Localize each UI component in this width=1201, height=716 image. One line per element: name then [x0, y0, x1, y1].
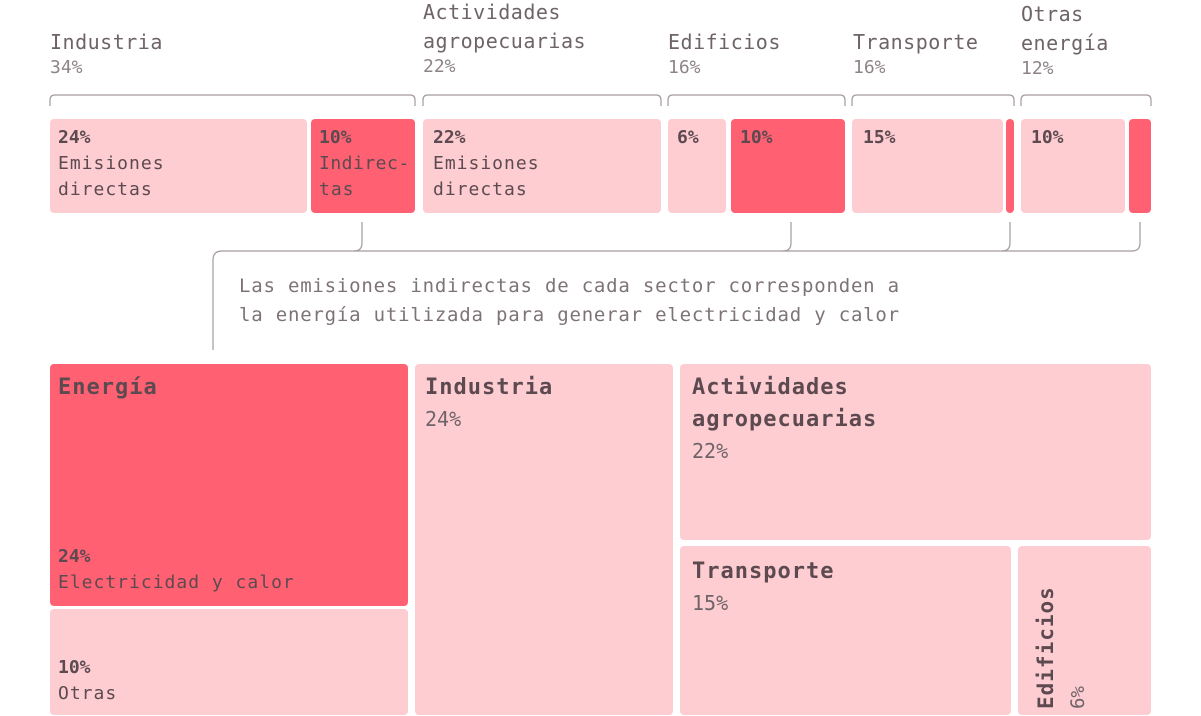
value-label: 24% — [58, 127, 91, 148]
segment-label-line1: Emisiones — [58, 153, 165, 174]
connector-transporte — [1001, 222, 1011, 252]
bracket-otras — [1020, 94, 1152, 106]
treemap-energia-electricidad: Energía 24% Electricidad y calor — [50, 364, 408, 606]
treemap-title-rotated: Edificios — [1034, 586, 1058, 709]
bar-transporte-direct: 15% — [852, 119, 1003, 213]
bar-industria-indirect: 10% Indirec- tas — [311, 119, 415, 213]
electricidad-group: 24% Electricidad y calor — [58, 544, 295, 596]
value-label: 10% — [319, 127, 352, 148]
otras-group: 10% Otras — [58, 655, 117, 707]
treemap-energia-otras: 10% Otras — [50, 609, 408, 715]
sector-name: Industria — [50, 30, 163, 54]
sector-name-line2: energía — [1021, 31, 1109, 55]
bracket-transporte — [851, 94, 1015, 106]
connector-industria — [353, 222, 363, 252]
sector-name-line1: Actividades — [423, 0, 561, 24]
value-label: 10% — [1031, 127, 1064, 148]
treemap-agro: Actividades agropecuarias 22% — [680, 364, 1151, 540]
treemap-title: Transporte — [692, 559, 835, 584]
bar-industria-direct: 24% Emisiones directas — [50, 119, 307, 213]
bar-edificios-direct: 6% — [668, 119, 726, 213]
segment-label-line2: directas — [433, 179, 528, 200]
note-line1: Las emisiones indirectas de cada sector … — [239, 275, 900, 297]
sector-header-edificios: Edificios 16% — [668, 28, 781, 79]
explanatory-note: Las emisiones indirectas de cada sector … — [239, 272, 900, 330]
sector-header-industria: Industria 34% — [50, 28, 163, 79]
sector-pct: 12% — [1021, 58, 1054, 79]
treemap-transporte: Transporte 15% — [680, 546, 1011, 715]
sector-pct: 34% — [50, 57, 83, 78]
bar-edificios-indirect: 10% — [731, 119, 845, 213]
segment-label: Otras — [58, 683, 118, 704]
treemap-title-line1: Actividades — [692, 375, 849, 400]
connector-edificios — [782, 222, 792, 252]
bracket-agro — [422, 94, 662, 106]
segment-label: Electricidad y calor — [58, 572, 295, 593]
treemap-pct: 22% — [692, 439, 729, 463]
segment-label-line1: Emisiones — [433, 153, 540, 174]
sector-name: Edificios — [668, 30, 781, 54]
treemap-industria: Industria 24% — [415, 364, 673, 715]
value-label: 10% — [58, 657, 91, 678]
connector-main — [212, 222, 1141, 350]
sector-header-otras: Otras energía 12% — [1021, 0, 1109, 80]
treemap-pct: 15% — [692, 591, 729, 615]
bracket-industria — [49, 94, 416, 106]
sector-name: Transporte — [853, 30, 979, 54]
value-label: 6% — [677, 127, 699, 148]
sector-pct: 22% — [423, 56, 456, 77]
note-line2: la energía utilizada para generar electr… — [239, 304, 900, 326]
treemap-pct: 24% — [425, 407, 462, 431]
value-label: 22% — [433, 127, 466, 148]
treemap-title: Energía — [58, 375, 158, 400]
value-label: 10% — [740, 127, 773, 148]
value-label: 15% — [863, 127, 896, 148]
sector-header-transporte: Transporte 16% — [853, 28, 978, 79]
bar-transporte-indirect — [1006, 119, 1014, 213]
segment-label-line2: directas — [58, 179, 153, 200]
treemap-pct-rotated: 6% — [1067, 686, 1089, 709]
sector-name-line1: Otras — [1021, 2, 1084, 26]
sector-pct: 16% — [853, 57, 886, 78]
sector-pct: 16% — [668, 57, 701, 78]
bracket-edificios — [667, 94, 846, 106]
treemap-title-line2: agropecuarias — [692, 407, 878, 432]
sector-name-line2: agropecuarias — [423, 29, 587, 53]
treemap-edificios: Edificios 6% — [1018, 546, 1151, 715]
bar-otras-direct: 10% — [1021, 119, 1125, 213]
segment-label-line2: tas — [319, 179, 355, 200]
bar-agro-direct: 22% Emisiones directas — [423, 119, 661, 213]
value-label: 24% — [58, 546, 91, 567]
segment-label-line1: Indirec- — [319, 153, 410, 174]
treemap-title: Industria — [425, 375, 554, 400]
sector-header-agro: Actividades agropecuarias 22% — [423, 0, 586, 78]
bar-otras-indirect — [1129, 119, 1151, 213]
